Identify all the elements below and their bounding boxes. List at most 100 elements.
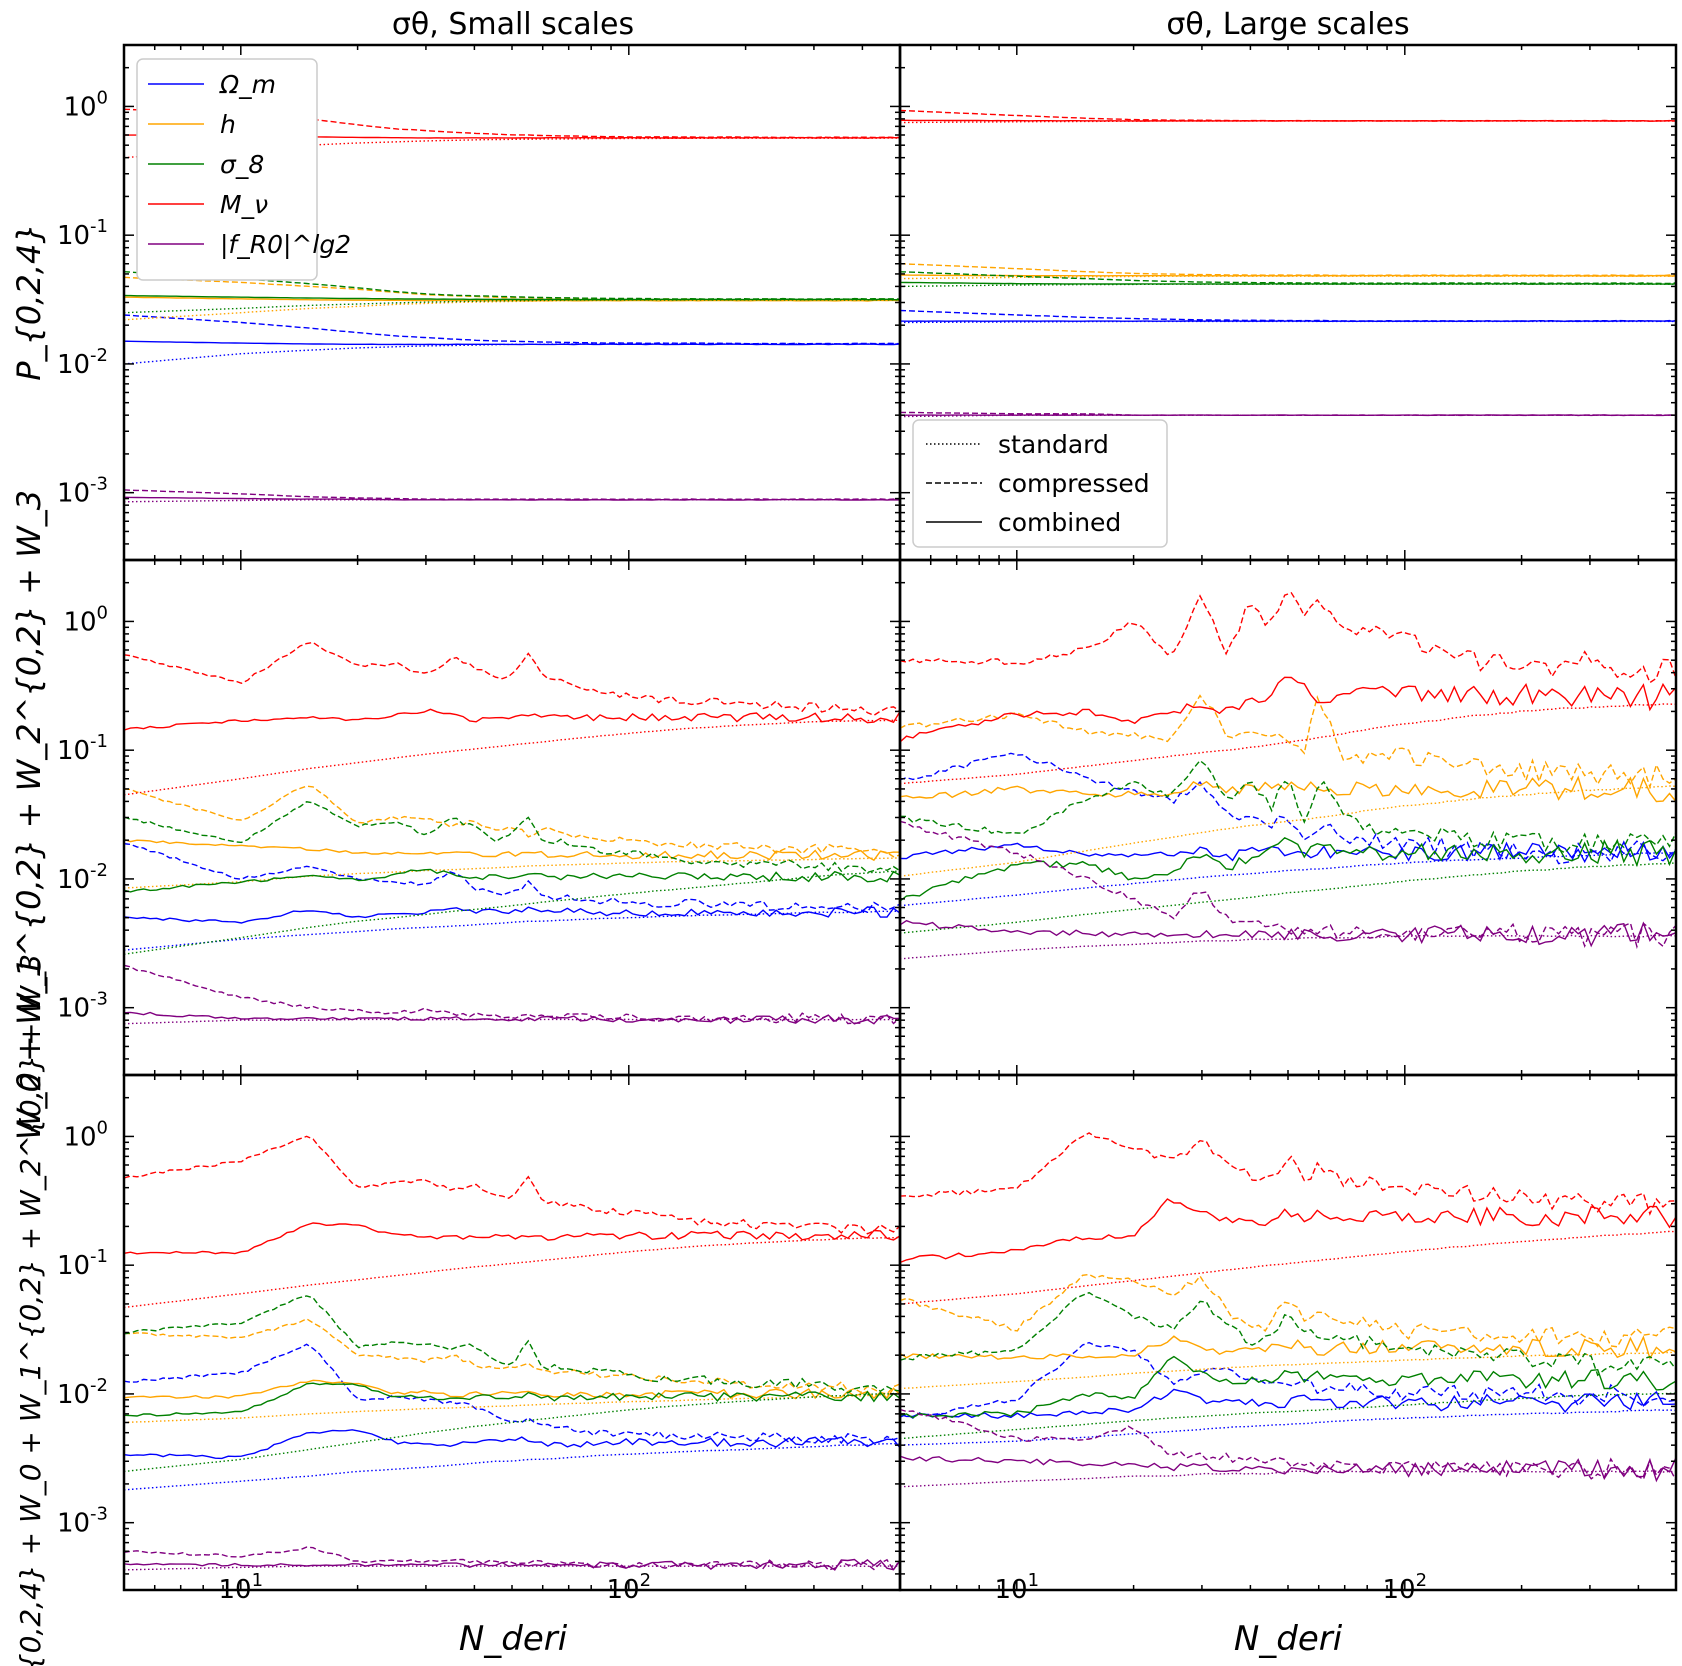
y-tick-label: 10-2 [57,345,108,380]
series-Mnu-standard [124,137,900,159]
series-Om-combined [900,840,1676,864]
series-Mnu-combined [124,708,900,731]
series-Om-combined [124,906,900,924]
series-s8-standard [124,870,900,955]
series-Mnu-standard [124,1236,900,1309]
series-h-compressed [124,785,900,858]
y-tick-label: 10-3 [57,1504,108,1539]
series-h-standard [900,785,1676,877]
series-fR0-compressed [124,964,900,1025]
legend-label-s8: σ_8 [220,150,264,179]
ticks [899,559,1677,1076]
row-label-W: W_0 + W_1^{0,2} + W_2^{0,2} + W_3 [10,490,48,1140]
series-Om-standard [900,851,1676,907]
panel-r2-c0: 10-3 10-2 10-1 100 101 102 [57,1073,902,1605]
style-legend: standard compressed combined [912,419,1168,548]
series-s8-combined [900,1355,1676,1419]
panel-frame [122,1073,902,1592]
series-h-compressed [124,276,900,301]
series-Om-compressed [900,752,1676,865]
series-h-standard [124,299,900,321]
series-Om-combined [900,1388,1676,1419]
x-label-right: N_deri [1234,1619,1343,1659]
series-Mnu-compressed [124,1135,900,1235]
series-s8-standard [900,1392,1676,1440]
series-h-compressed [900,1273,1676,1348]
ticks [899,1074,1677,1591]
y-tick-label: 10-2 [57,1375,108,1410]
y-tick-label: 100 [63,87,108,122]
series-s8-combined [900,281,1676,285]
series-Mnu-combined [900,119,1676,122]
y-tick-label: 10-3 [57,474,108,509]
series-h-standard [900,1351,1676,1390]
series-s8-compressed [900,1291,1676,1377]
series-fR0-standard [900,1470,1676,1488]
series-s8-compressed [124,1295,900,1394]
series-h-combined [124,838,900,862]
col-title-large: σθ, Large scales [1166,7,1409,42]
y-tick-label: 10-2 [57,860,108,895]
param-legend: Ω_mh σ_8 M_ν |f_R0|^lg2 [136,58,351,281]
series-fR0-combined [124,1011,900,1025]
series-fR0-compressed [900,1408,1676,1481]
series-Om-compressed [124,314,900,345]
series-fR0-compressed [124,1546,900,1572]
series-h-combined [124,1379,900,1400]
series-Om-compressed [124,1343,900,1445]
series-Om-standard [124,910,900,951]
panel-frame [898,1073,1678,1592]
series-h-compressed [900,694,1676,790]
x-label-left: N_deri [459,1619,568,1659]
panel-r1-c0: 10-3 10-2 10-1 100 [57,558,902,1077]
series-Om-standard [124,343,900,365]
series-Om-compressed [900,309,1676,322]
series-h-compressed [900,263,1676,277]
series-s8-combined [124,868,900,893]
series-Om-compressed [124,843,900,913]
series-fR0-compressed [900,820,1676,950]
series-Mnu-compressed [900,109,1676,122]
x-tick-label: 102 [607,1570,652,1605]
series-h-combined [900,274,1676,277]
series-Mnu-standard [900,1230,1676,1305]
x-tick-label: 101 [995,1570,1040,1605]
series-Om-combined [124,340,900,346]
row-label-combined: P_{0,2,4} + W_0 + W_1^{0,2} + W_2^{0,2} … [14,954,47,1666]
series-Mnu-compressed [900,1132,1676,1216]
x-tick-label: 101 [219,1570,264,1605]
y-tick-label: 10-1 [57,1246,108,1281]
series-h-standard [124,1394,900,1424]
series-s8-combined [900,836,1676,902]
series-h-combined [900,775,1676,803]
legend-label-Om: Ω_m [219,70,276,99]
series-h-combined [900,1335,1676,1360]
panel-r0-c1 [898,43,1678,562]
series-Mnu-combined [124,1222,900,1255]
series-Mnu-compressed [124,641,900,717]
series-h-standard [900,275,1676,280]
series-Om-compressed [900,1341,1676,1420]
panel-r2-c1: 101 102 [898,1073,1678,1605]
series-fR0-standard [900,934,1676,960]
y-tick-label: 10-1 [57,731,108,766]
series-fR0-combined [124,496,900,501]
series-s8-combined [124,1382,900,1417]
row-label-P024: P_{0,2,4} [10,223,48,380]
series-h-compressed [124,1317,900,1395]
col-title-small: σθ, Small scales [392,7,634,42]
series-s8-combined [124,294,900,301]
legend-label-Mnu: M_ν [220,190,268,219]
series-Mnu-combined [900,1198,1676,1264]
series-Om-standard [124,1442,900,1491]
series-Mnu-combined [900,676,1676,743]
legend-label-h: h [220,110,236,139]
x-tick-label: 102 [1383,1570,1428,1605]
series-Mnu-standard [124,719,900,796]
legend-label-combined: combined [998,508,1121,537]
series-s8-compressed [900,271,1676,285]
series-h-standard [124,857,900,889]
y-tick-label: 10-3 [57,989,108,1024]
legend-label-standard: standard [998,430,1109,459]
